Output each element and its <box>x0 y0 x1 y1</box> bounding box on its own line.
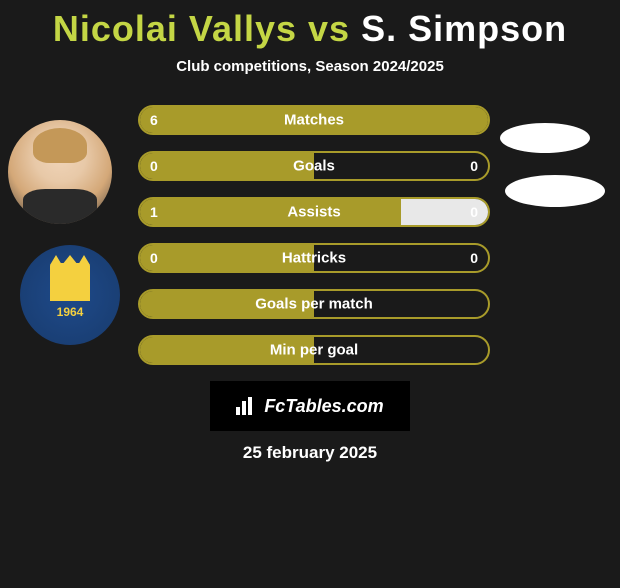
bar-value-right: 0 <box>470 158 478 174</box>
subtitle: Club competitions, Season 2024/2025 <box>0 58 620 75</box>
brand-text: FcTables.com <box>264 396 383 417</box>
bar-value-left: 6 <box>150 112 158 128</box>
player2-name: S. Simpson <box>361 8 567 49</box>
bar-label: Goals <box>293 158 335 175</box>
stat-bar: 1 Assists 0 <box>138 197 490 227</box>
bar-fill-left <box>140 199 401 225</box>
crest-tower-icon <box>50 263 90 301</box>
player2-avatar <box>500 123 590 153</box>
player1-avatar <box>8 120 112 224</box>
bar-label: Goals per match <box>255 296 373 313</box>
bar-value-right: 0 <box>470 204 478 220</box>
bar-value-left: 0 <box>150 250 158 266</box>
player1-club-crest: 1964 <box>20 245 120 345</box>
stat-bar: 6 Matches <box>138 105 490 135</box>
bar-label: Matches <box>284 112 344 129</box>
stat-bar: Goals per match <box>138 289 490 319</box>
player1-name: Nicolai Vallys <box>53 8 297 49</box>
stat-bar: 0 Goals 0 <box>138 151 490 181</box>
player2-club-crest <box>505 175 605 207</box>
chart-icon <box>236 397 258 415</box>
bar-value-left: 1 <box>150 204 158 220</box>
footer-date: 25 february 2025 <box>0 443 620 463</box>
brand-logo: FcTables.com <box>210 381 410 431</box>
stat-bar: 0 Hattricks 0 <box>138 243 490 273</box>
bar-value-left: 0 <box>150 158 158 174</box>
crest-year: 1964 <box>57 305 84 319</box>
bar-label: Assists <box>287 204 340 221</box>
stats-bars: 6 Matches 0 Goals 0 1 Assists 0 0 Hattricks 0 Goals… <box>138 105 490 365</box>
bar-label: Min per goal <box>270 342 358 359</box>
content-area: 1964 6Matches0Goals01Assists00Hattricks0… <box>0 105 620 365</box>
comparison-title: Nicolai Vallys vs S. Simpson <box>0 8 620 50</box>
bar-fill-left <box>140 153 314 179</box>
bar-label: Hattricks <box>282 250 346 267</box>
vs-text: vs <box>308 8 350 49</box>
bar-value-right: 0 <box>470 250 478 266</box>
stat-bar: Min per goal <box>138 335 490 365</box>
